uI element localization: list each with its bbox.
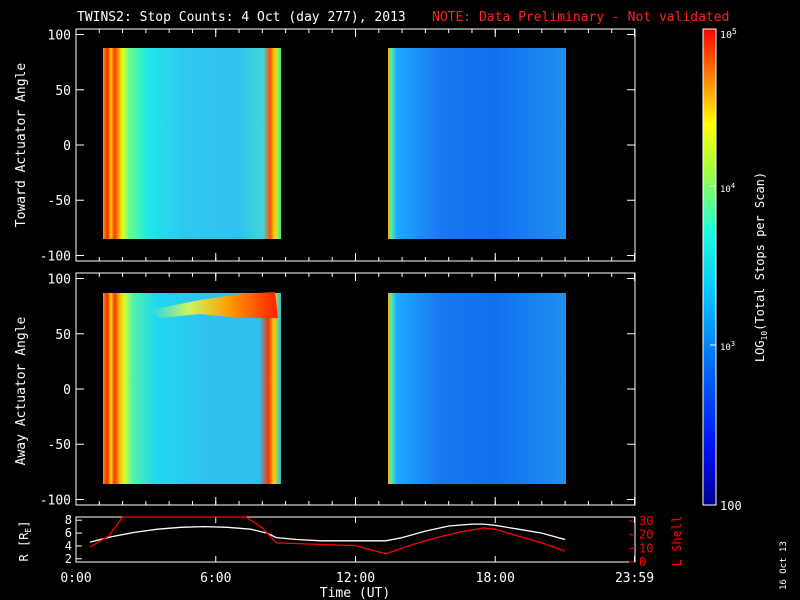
away-interval-2 [388,293,566,484]
x-tick-label: 18:00 [476,571,515,586]
toward-axes: 100 50 0 -50 -100 [40,29,636,264]
toward-panel: 100 50 0 -50 -100 Toward Actuator Angle [14,28,636,264]
toward-interval-2 [388,48,566,239]
colorbar-tick-100: 100 [720,499,742,513]
y-tick-label: -50 [48,438,71,453]
left-tick-label: 4 [65,539,72,553]
colorbar-title: LOG10(Total Stops per Scan) [753,172,769,362]
time-axis-label: Time (UT) [320,586,390,600]
colorbar-tick-1e3: 103 [720,340,735,353]
r-line [89,523,566,543]
away-ylabel: Away Actuator Angle [14,316,29,465]
x-tick-label: 6:00 [200,571,231,586]
colorbar-tick-1e4: 104 [720,182,735,195]
preliminary-note: NOTE: Data Preliminary - Not validated [432,10,729,25]
y-tick-label: 50 [55,84,71,99]
y-tick-label: -100 [40,493,71,508]
orbit-right-label: L Shell [670,516,684,567]
orbit-lines [89,516,566,555]
toward-interval-1 [103,48,281,239]
y-tick-label: 0 [63,383,71,398]
y-tick-label: 50 [55,328,71,343]
left-tick-label: 8 [65,513,72,527]
date-stamp: 16 Oct 13 [779,541,789,590]
right-tick-label: 30 [639,514,653,528]
y-tick-label: 100 [48,29,71,44]
y-tick-label: -100 [40,249,71,264]
x-tick-label: 23:59 [615,571,654,586]
colorbar: 105 104 103 100 LOG10(Total Stops per Sc… [702,27,769,513]
away-axes: 100 50 0 -50 -100 [40,273,636,508]
toward-ylabel: Toward Actuator Angle [14,63,29,228]
lshell-line [89,516,566,555]
orbit-frame [75,516,636,563]
y-tick-label: 100 [48,273,71,288]
right-tick-label: 10 [639,541,653,555]
x-tick-label: 0:00 [60,571,91,586]
y-tick-label: -50 [48,194,71,209]
away-panel: 100 50 0 -50 -100 Away Actuator Angle [14,272,636,508]
x-tick-label: 12:00 [336,571,375,586]
away-hot-band [150,292,278,318]
plot-title: TWINS2: Stop Counts: 4 Oct (day 277), 20… [77,10,406,25]
orbit-left-label: R [RE] [17,521,33,562]
left-tick-label: 6 [65,526,72,540]
right-tick-label: 0 [639,555,646,569]
right-tick-label: 20 [639,528,653,542]
away-interval-1 [103,293,281,484]
colorbar-gradient [702,28,717,506]
y-tick-label: 0 [63,139,71,154]
left-tick-label: 2 [65,552,72,566]
colorbar-tick-1e5: 105 [720,27,737,41]
